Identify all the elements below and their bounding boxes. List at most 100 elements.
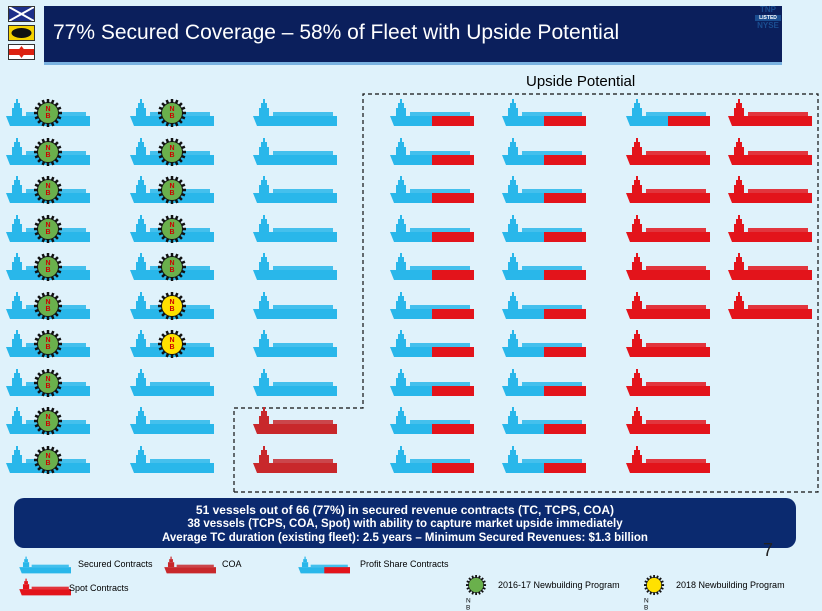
flag-blue-icon (8, 6, 35, 22)
summary-line-1: 51 vessels out of 66 (77%) in secured re… (195, 503, 615, 517)
vessel-icon (624, 291, 710, 323)
vessel-icon (500, 406, 586, 438)
legend-profit-icon (297, 556, 351, 578)
vessel-icon (624, 406, 710, 438)
badge-n-text: N (644, 596, 649, 604)
vessel-icon (624, 137, 710, 169)
vessel-icon (726, 291, 812, 323)
vessel-icon (251, 445, 337, 477)
badge-b-text: B (45, 190, 51, 197)
badge-b-text: B (466, 603, 471, 611)
vessel-icon (500, 329, 586, 361)
company-logo: TNP LISTED NYSE (752, 6, 784, 30)
vessel-icon (388, 406, 474, 438)
vessel-icon (726, 252, 812, 284)
badge-b-text: B (169, 190, 175, 197)
badge-b-text: B (169, 267, 175, 274)
vessel-icon (251, 329, 337, 361)
vessel-icon (500, 137, 586, 169)
upside-potential-label: Upside Potential (526, 73, 636, 90)
vessel-icon (388, 98, 474, 130)
vessel-icon (726, 175, 812, 207)
flag-yellow-icon (8, 25, 35, 41)
badge-n-text: N (45, 298, 51, 306)
badge-n-text: N (169, 183, 175, 190)
badge-b-text: B (169, 228, 175, 236)
vessel-icon (388, 368, 474, 400)
badge-n-text: N (45, 221, 51, 229)
vessel-icon (500, 368, 586, 400)
summary-line-3: Average TC duration (existing fleet): 2.… (162, 532, 648, 544)
vessel-icon (624, 252, 710, 284)
legend-nb18-label: 2018 Newbuilding Program (676, 580, 785, 590)
badge-n-text: N (466, 596, 471, 604)
vessel-icon (388, 445, 474, 477)
badge-b-text: B (45, 113, 51, 120)
badge-b-text: B (45, 305, 51, 313)
badge-n-text: N (169, 106, 175, 113)
badge-b-text: B (169, 344, 175, 351)
vessel-icon (500, 445, 586, 477)
vessel-icon (500, 175, 586, 207)
vessel-icon (726, 98, 812, 130)
vessel-icon (500, 98, 586, 130)
vessel-icon (251, 368, 337, 400)
logo-text-bottom: NYSE (757, 21, 779, 30)
legend-secured-icon (18, 556, 72, 578)
vessel-icon (251, 291, 337, 323)
vessel-icon (624, 214, 710, 246)
badge-n-text: N (45, 414, 51, 421)
badge-n-text: N (45, 144, 51, 152)
page-title: 77% Secured Coverage – 58% of Fleet with… (53, 21, 620, 44)
badge-n-text: N (169, 260, 175, 267)
vessel-icon (251, 137, 337, 169)
badge-b-text: B (45, 459, 51, 467)
vessel-icon (128, 406, 214, 438)
badge-b-text: B (169, 305, 175, 313)
vessel-icon (388, 214, 474, 246)
badge-b-text: B (45, 267, 51, 274)
vessel-icon (388, 137, 474, 169)
legend: Secured Contracts COA Profit Share Contr… (0, 550, 822, 611)
fleet-flags (0, 0, 44, 64)
badge-n-text: N (169, 221, 175, 229)
badge-b-text: B (45, 421, 51, 428)
legend-coa-label: COA (222, 559, 242, 569)
vessel-icon (388, 329, 474, 361)
badge-n-text: N (45, 452, 51, 460)
legend-profit-label: Profit Share Contracts (360, 559, 449, 569)
vessel-icon (388, 252, 474, 284)
vessel-icon (624, 329, 710, 361)
badge-b-text: B (169, 151, 175, 159)
logo-text-mid: LISTED (755, 15, 781, 21)
vessel-icon (388, 175, 474, 207)
vessel-icon (624, 175, 710, 207)
vessel-icon (251, 98, 337, 130)
flag-red-icon (8, 44, 35, 60)
vessel-icon (500, 291, 586, 323)
badge-b-text: B (644, 603, 649, 611)
logo-text-top: TNP (760, 5, 776, 14)
vessel-icon (726, 214, 812, 246)
badge-n-text: N (45, 260, 51, 267)
vessel-icon (251, 175, 337, 207)
vessel-icon (624, 98, 710, 130)
badge-b-text: B (45, 151, 51, 159)
legend-coa-icon (163, 556, 217, 578)
vessel-icon (624, 445, 710, 477)
badge-n-text: N (169, 144, 175, 152)
vessel-icon (251, 252, 337, 284)
